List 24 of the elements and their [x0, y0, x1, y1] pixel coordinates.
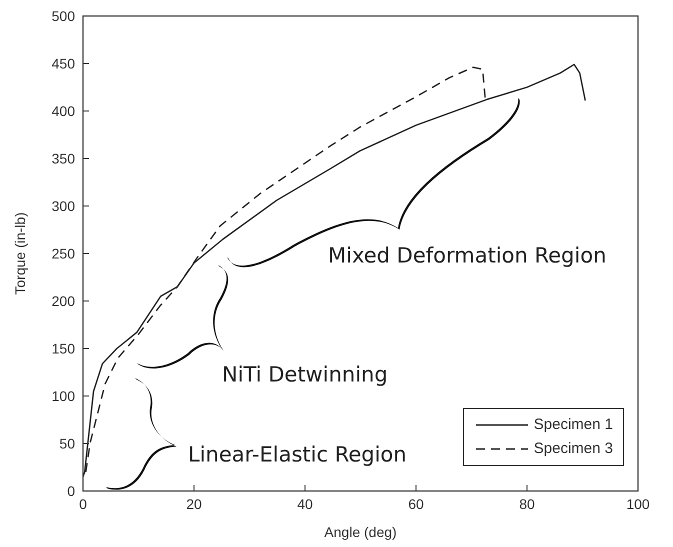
y-tick-label: 0 [67, 482, 76, 499]
legend-label: Specimen 1 [534, 415, 613, 435]
y-tick-label: 350 [52, 150, 76, 166]
y-axis-title: Torque (in-lb) [12, 212, 28, 295]
x-tick-label: 80 [519, 496, 535, 512]
y-tick-label: 150 [52, 340, 76, 356]
y-tick-label: 250 [52, 245, 76, 262]
x-tick-label: 0 [79, 496, 88, 512]
y-tick-label: 450 [52, 55, 76, 72]
y-tick-label: 100 [52, 388, 76, 404]
annotation: NiTi Detwinning [222, 362, 388, 387]
x-tick-label: 100 [626, 496, 650, 512]
annotation: Linear-Elastic Region [188, 442, 407, 467]
legend-label: Specimen 3 [534, 439, 613, 459]
x-tick-label: 40 [297, 496, 313, 512]
x-tick-label: 20 [186, 496, 202, 512]
y-tick-label: 400 [52, 102, 76, 119]
annotation: Mixed Deformation Region [328, 244, 606, 268]
x-axis-title: Angle (deg) [324, 524, 397, 540]
y-tick-label: 300 [52, 198, 76, 214]
y-tick-label: 50 [59, 435, 76, 452]
x-tick-label: 60 [408, 496, 424, 512]
y-tick-label: 200 [52, 292, 76, 309]
y-tick-label: 500 [52, 8, 76, 24]
